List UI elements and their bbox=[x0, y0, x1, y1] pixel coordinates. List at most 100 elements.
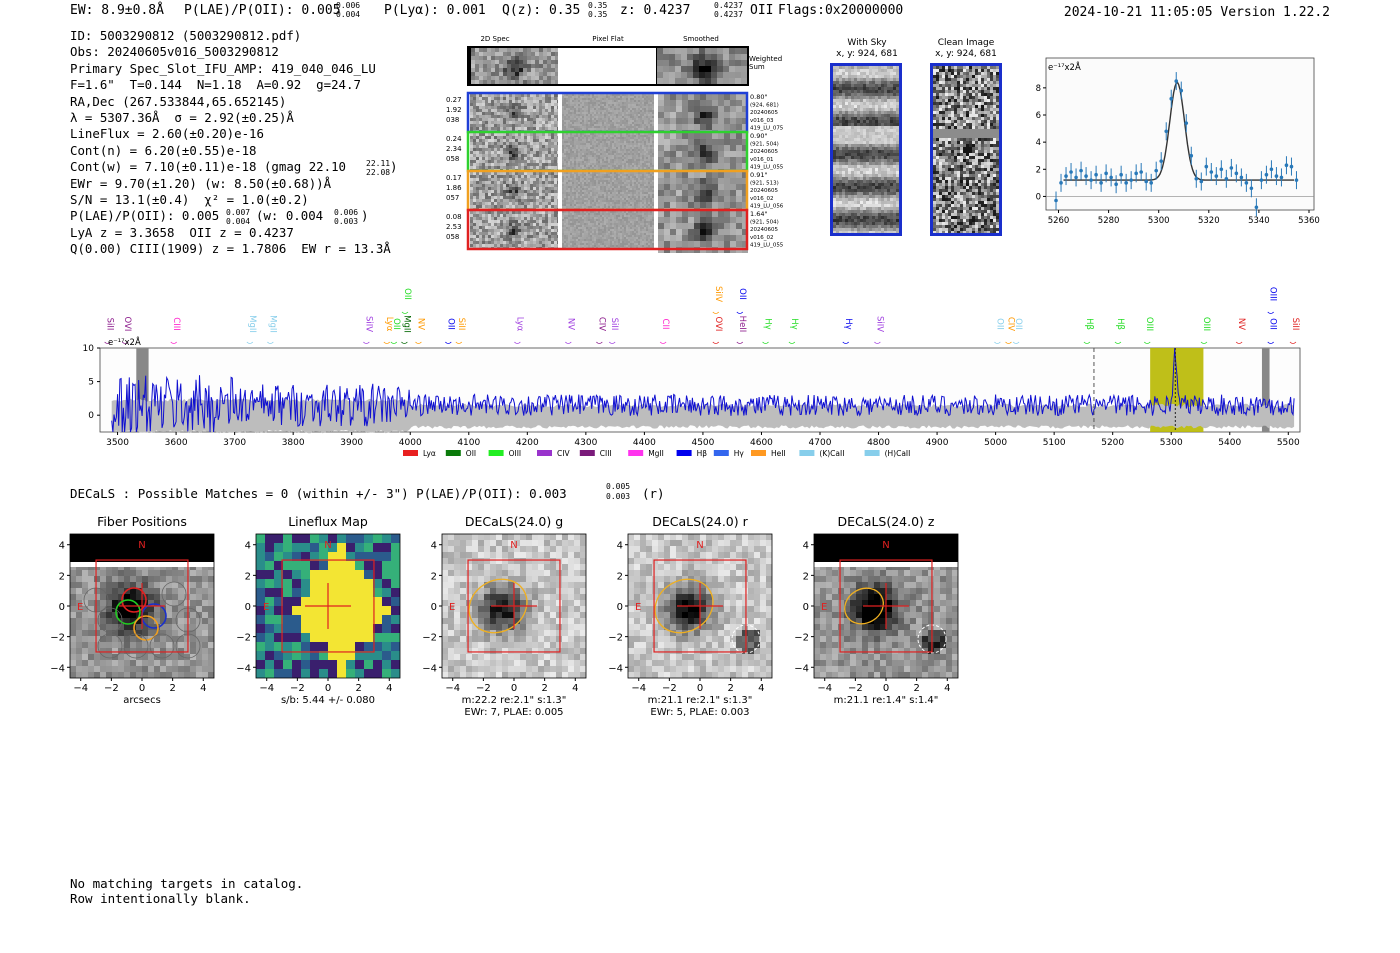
pixel bbox=[580, 112, 582, 114]
pixel bbox=[584, 128, 586, 130]
pixel bbox=[636, 167, 638, 169]
pixel bbox=[524, 223, 527, 226]
pixel bbox=[634, 143, 636, 145]
pixel bbox=[610, 112, 612, 114]
pixel bbox=[584, 213, 586, 215]
pixel bbox=[568, 114, 570, 116]
pixel bbox=[598, 96, 600, 98]
pixel bbox=[527, 121, 530, 124]
pixel bbox=[562, 137, 564, 139]
pixel bbox=[580, 192, 582, 194]
pixel bbox=[612, 135, 614, 137]
plae-w-text: (w: 0.004 bbox=[256, 208, 324, 224]
pixel bbox=[634, 215, 636, 217]
pixel bbox=[694, 124, 700, 130]
pixel bbox=[620, 147, 622, 149]
pixel bbox=[500, 232, 503, 235]
pixel bbox=[614, 108, 616, 110]
pixel bbox=[642, 124, 644, 126]
pixel bbox=[576, 200, 578, 202]
pixel bbox=[610, 133, 612, 135]
pixel bbox=[634, 198, 636, 200]
pixel bbox=[500, 139, 503, 142]
pixel bbox=[584, 174, 586, 176]
pixel bbox=[610, 184, 612, 186]
pixel bbox=[694, 94, 700, 100]
pixel bbox=[515, 181, 518, 184]
pixel bbox=[632, 124, 634, 126]
pixel bbox=[642, 133, 644, 135]
pixel bbox=[608, 135, 610, 137]
pixel bbox=[642, 137, 644, 139]
pixel bbox=[494, 178, 497, 181]
pixel bbox=[604, 180, 606, 182]
pixel bbox=[632, 180, 634, 182]
pixel bbox=[602, 114, 604, 116]
pixel bbox=[700, 94, 706, 100]
pixel bbox=[482, 133, 485, 136]
pixel bbox=[626, 139, 628, 141]
pixel bbox=[590, 122, 592, 124]
pixel bbox=[473, 109, 476, 112]
pixel bbox=[488, 139, 491, 142]
pixel bbox=[681, 72, 687, 78]
pixel bbox=[608, 118, 610, 120]
pixel bbox=[596, 126, 598, 128]
pixel bbox=[574, 198, 576, 200]
pixel bbox=[642, 182, 644, 184]
pixel bbox=[628, 122, 630, 124]
pixel bbox=[624, 114, 626, 116]
pixel bbox=[676, 196, 682, 202]
pixel bbox=[664, 100, 670, 106]
pixel bbox=[566, 145, 568, 147]
fiber-stat: 058 bbox=[446, 155, 459, 163]
pixel bbox=[598, 155, 600, 157]
pixel bbox=[626, 198, 628, 200]
pixel bbox=[536, 184, 539, 187]
pixel bbox=[626, 149, 628, 151]
cutout-divider bbox=[558, 133, 562, 170]
pixel bbox=[476, 196, 479, 199]
pixel bbox=[606, 102, 608, 104]
pixel bbox=[539, 199, 542, 202]
pixel bbox=[600, 118, 602, 120]
pixel bbox=[488, 187, 491, 190]
pixel bbox=[542, 211, 545, 214]
pixel bbox=[518, 214, 521, 217]
pixel bbox=[628, 174, 630, 176]
pixel bbox=[473, 154, 476, 157]
pixel bbox=[572, 202, 574, 204]
pixel bbox=[658, 100, 664, 106]
pixel bbox=[512, 139, 515, 142]
pixel bbox=[566, 96, 568, 98]
pixel bbox=[578, 155, 580, 157]
pixel bbox=[730, 106, 736, 112]
pixel bbox=[600, 186, 602, 188]
pixel bbox=[604, 155, 606, 157]
pixel bbox=[634, 94, 636, 96]
pixel bbox=[512, 106, 515, 109]
pixel bbox=[500, 229, 503, 232]
pixel bbox=[612, 116, 614, 118]
pixel bbox=[675, 66, 681, 72]
pixel bbox=[555, 72, 559, 76]
pixel bbox=[598, 204, 600, 206]
pixel bbox=[503, 115, 506, 118]
pixel bbox=[636, 137, 638, 139]
pixel bbox=[572, 112, 574, 114]
pixel bbox=[506, 187, 509, 190]
pixel bbox=[535, 72, 539, 76]
pixel bbox=[562, 167, 564, 169]
pixel bbox=[636, 153, 638, 155]
pixel bbox=[640, 202, 642, 204]
pixel bbox=[470, 94, 473, 97]
pixel bbox=[578, 141, 580, 143]
pixel bbox=[592, 163, 594, 165]
pixel bbox=[479, 94, 482, 97]
pixel bbox=[604, 102, 606, 104]
pixel bbox=[497, 115, 500, 118]
pixel bbox=[515, 133, 518, 136]
pixel bbox=[488, 235, 491, 238]
pixel bbox=[576, 133, 578, 135]
pixel bbox=[616, 135, 618, 137]
